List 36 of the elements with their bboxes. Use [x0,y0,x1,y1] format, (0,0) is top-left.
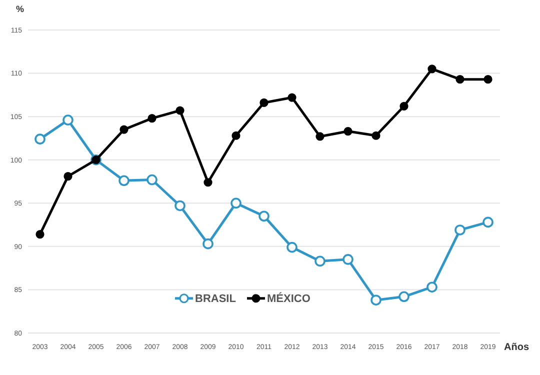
point [202,238,214,250]
point [120,125,128,134]
point [174,200,186,212]
point [34,134,46,144]
legend-label: BRASIL [195,293,236,306]
x-axis-title: Años [504,342,530,353]
point [148,114,156,123]
point [454,224,466,236]
legend-label: MÉXICO [267,292,311,306]
point [484,75,492,84]
point [456,75,464,84]
point [426,282,438,293]
point [482,216,494,228]
point [146,174,158,186]
point [370,294,382,306]
point [204,178,212,187]
point [230,198,242,209]
point [344,126,352,136]
point [258,210,270,222]
point [176,106,184,115]
point [342,254,354,265]
y-axis-title: % [16,4,24,14]
point [286,242,298,253]
point [316,132,324,141]
point [62,114,74,126]
point [288,93,296,102]
point [260,98,268,108]
point [372,131,380,140]
point [64,172,72,181]
point [118,175,130,186]
point [428,64,436,74]
point [232,131,240,140]
point [314,256,326,267]
point [398,291,410,302]
point [400,102,408,110]
point [36,230,44,239]
